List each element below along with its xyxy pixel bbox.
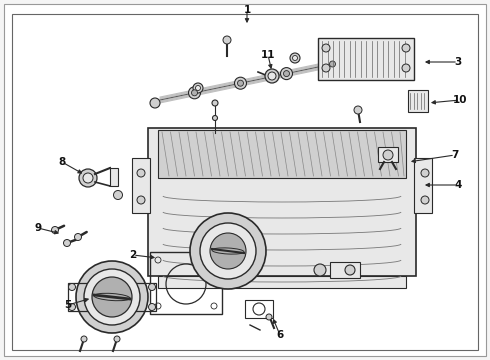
Circle shape — [114, 190, 122, 199]
Circle shape — [265, 69, 279, 83]
Circle shape — [314, 264, 326, 276]
Bar — [245, 300, 273, 318]
Bar — [378, 147, 398, 162]
Bar — [158, 130, 406, 178]
Text: 11: 11 — [261, 50, 275, 60]
Circle shape — [148, 284, 155, 291]
Circle shape — [290, 53, 300, 63]
Circle shape — [322, 44, 330, 52]
Circle shape — [69, 284, 75, 291]
Text: 7: 7 — [451, 150, 459, 160]
Circle shape — [79, 169, 97, 187]
Bar — [408, 90, 428, 112]
Text: 4: 4 — [454, 180, 462, 190]
Text: 9: 9 — [34, 223, 42, 233]
Circle shape — [322, 64, 330, 72]
Circle shape — [64, 239, 71, 247]
Circle shape — [196, 86, 200, 90]
Text: 1: 1 — [244, 5, 250, 15]
Circle shape — [383, 150, 393, 160]
Circle shape — [235, 77, 246, 89]
Circle shape — [284, 71, 290, 77]
Bar — [318, 38, 414, 80]
Circle shape — [92, 277, 132, 317]
Circle shape — [51, 226, 58, 234]
Circle shape — [212, 100, 218, 106]
Bar — [150, 252, 222, 314]
Circle shape — [266, 314, 272, 320]
Bar — [68, 283, 156, 311]
Circle shape — [137, 169, 145, 177]
Circle shape — [402, 44, 410, 52]
Bar — [414, 158, 432, 213]
Circle shape — [329, 61, 336, 67]
Circle shape — [81, 336, 87, 342]
Circle shape — [293, 55, 297, 60]
Circle shape — [137, 196, 145, 204]
Bar — [148, 128, 416, 276]
Circle shape — [268, 72, 276, 80]
Bar — [132, 158, 150, 213]
Circle shape — [76, 261, 148, 333]
Text: 3: 3 — [454, 57, 462, 67]
Circle shape — [193, 83, 203, 93]
Bar — [110, 168, 118, 186]
Text: 6: 6 — [276, 330, 284, 340]
Circle shape — [189, 87, 200, 99]
Circle shape — [213, 116, 218, 121]
Circle shape — [148, 303, 155, 310]
Circle shape — [150, 98, 160, 108]
Circle shape — [114, 336, 120, 342]
Circle shape — [238, 80, 244, 86]
Circle shape — [391, 46, 399, 54]
Circle shape — [190, 213, 266, 289]
Circle shape — [421, 196, 429, 204]
Circle shape — [223, 36, 231, 44]
Circle shape — [69, 303, 75, 310]
Circle shape — [210, 233, 246, 269]
Circle shape — [192, 90, 197, 96]
Circle shape — [74, 234, 81, 240]
Circle shape — [345, 265, 355, 275]
Circle shape — [280, 68, 293, 80]
Circle shape — [84, 269, 140, 325]
Circle shape — [402, 64, 410, 72]
Bar — [158, 276, 406, 288]
Circle shape — [83, 173, 93, 183]
Circle shape — [354, 106, 362, 114]
Text: 8: 8 — [58, 157, 66, 167]
Circle shape — [200, 223, 256, 279]
Circle shape — [326, 58, 339, 70]
Text: 10: 10 — [453, 95, 467, 105]
Text: 5: 5 — [64, 300, 72, 310]
Bar — [330, 262, 360, 278]
Text: 2: 2 — [129, 250, 137, 260]
Circle shape — [421, 169, 429, 177]
